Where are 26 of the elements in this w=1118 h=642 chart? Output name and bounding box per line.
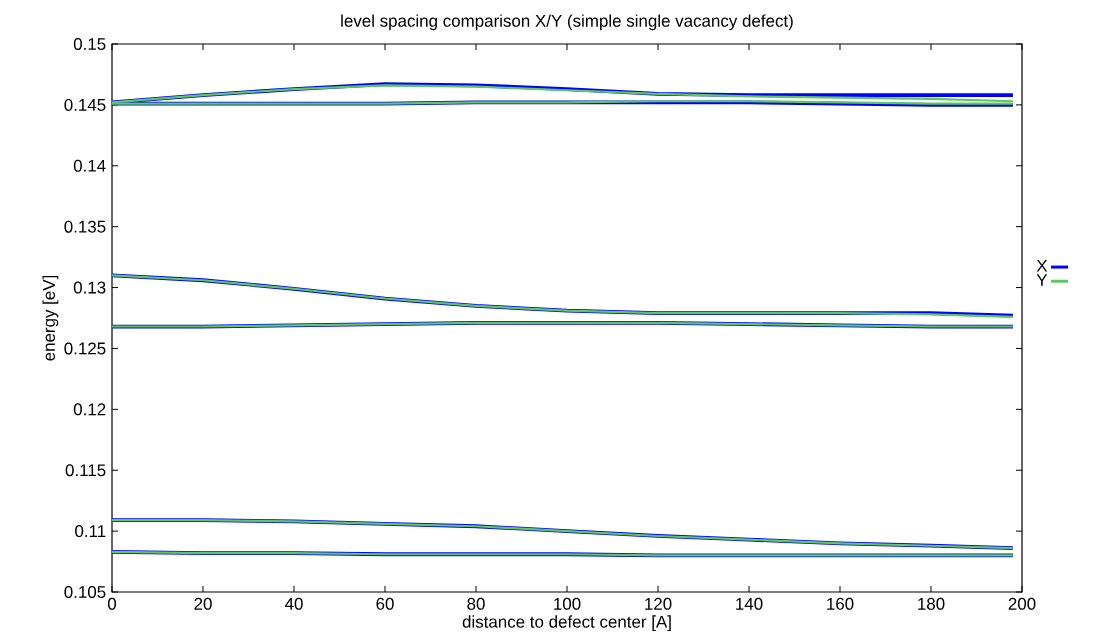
x-tick-label: 200 [1008,597,1036,610]
y-axis-title: energy [eV] [42,275,59,361]
x-axis-title: distance to defect center [A] [462,615,671,632]
x-tick-label: 20 [194,597,212,610]
y-tick-label: 0.105 [64,586,106,598]
y-tick-label: 0.11 [75,525,106,538]
x-tick-label: 80 [467,597,485,610]
y-tick-label: 0.145 [64,98,106,111]
x-tick-label: 40 [284,597,303,610]
y-tick-label: 0.12 [73,403,106,416]
chart-title: level spacing comparison X/Y (simple single vacancy defect) [341,14,793,31]
y-tick-label: 0.115 [65,464,106,477]
x-tick-label: 160 [827,597,854,610]
x-tick-label: 60 [376,597,394,610]
y-tick-label: 0.14 [73,159,106,172]
y-tick-label: 0.13 [73,281,106,294]
y-tick-label: 0.15 [73,38,106,50]
legend-label: Y [1036,274,1048,286]
legend-label: X [1036,259,1048,272]
y-tick-label: 0.125 [64,342,106,355]
x-tick-label: 120 [645,597,672,610]
x-tick-label: 100 [554,597,581,610]
y-tick-label: 0.135 [64,220,106,233]
x-tick-label: 180 [918,597,945,610]
x-tick-label: 140 [736,597,763,610]
x-tick-label: 0 [107,597,117,610]
